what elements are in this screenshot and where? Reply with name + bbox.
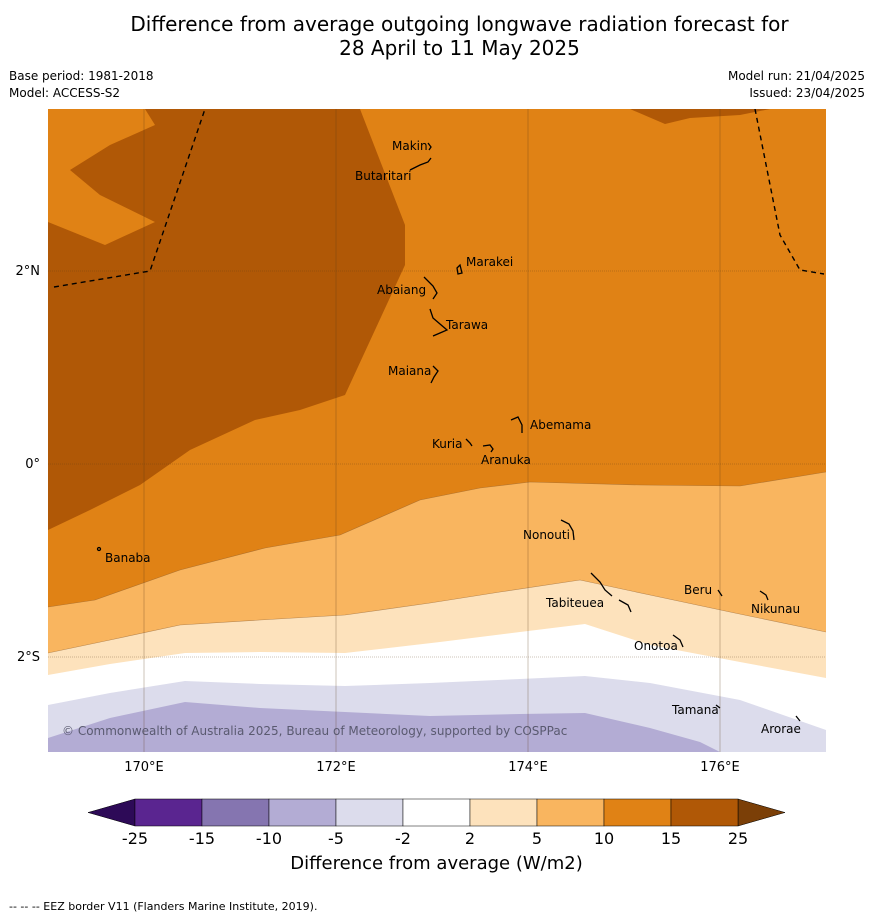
island-label-maiana: Maiana — [388, 364, 432, 378]
colorbar-segment — [134, 798, 203, 827]
contour-neg5-neg10 — [48, 702, 720, 752]
forecast-field — [48, 109, 826, 752]
colorbar-segment — [469, 798, 538, 827]
colorbar-segment — [201, 798, 270, 827]
meta-left: Base period: 1981-2018 Model: ACCESS-S2 — [9, 68, 154, 102]
model-run-text: Model run: 21/04/2025 — [727, 69, 865, 83]
base-period-text: Base period: 1981-2018 — [9, 69, 154, 83]
island-label-nonouti: Nonouti — [523, 528, 570, 542]
colorbar-segment — [268, 798, 337, 827]
island-label-kuria: Kuria — [432, 437, 463, 451]
island-label-abaiang: Abaiang — [377, 283, 427, 297]
colorbar-tick-label: -2 — [395, 829, 411, 848]
island-label-tamana: Tamana — [672, 703, 719, 717]
eez-footnote: -- -- -- EEZ border V11 (Flanders Marine… — [9, 900, 318, 913]
colorbar-tick-label: -5 — [328, 829, 344, 848]
title-line-2: 28 April to 11 May 2025 — [339, 36, 580, 60]
island-label-abemama: Abemama — [530, 418, 592, 432]
lon-label-176e: 176°E — [700, 760, 740, 775]
island-label-tabiteuea: Tabiteuea — [546, 596, 605, 610]
lon-label-174e: 174°E — [508, 760, 548, 775]
colorbar-tick-label: -25 — [121, 829, 149, 848]
colorbar-tick-label: 2 — [464, 829, 476, 848]
island-label-banaba: Banaba — [105, 551, 151, 565]
colorbar-tick-label: -15 — [188, 829, 216, 848]
colorbar-tick-label: -10 — [255, 829, 283, 848]
colorbar — [87, 798, 786, 827]
island-label-beru: Beru — [684, 583, 713, 597]
island-outlines — [96, 142, 801, 722]
island-label-butaritari: Butaritari — [355, 169, 412, 183]
eez-border — [53, 109, 825, 288]
colorbar-segment — [603, 798, 672, 827]
colorbar-tick-label: 10 — [593, 829, 615, 848]
model-text: Model: ACCESS-S2 — [9, 86, 121, 100]
colorbar-segment — [670, 798, 739, 827]
gridlines — [48, 109, 826, 752]
copyright-notice: © Commonwealth of Australia 2025, Bureau… — [62, 724, 568, 738]
island-label-nikunau: Nikunau — [751, 602, 801, 616]
colorbar-segment — [335, 798, 404, 827]
lon-label-170e: 170°E — [124, 760, 164, 775]
lat-label-2n: 2°N — [15, 264, 41, 279]
lon-label-172e: 172°E — [316, 760, 356, 775]
contour-15-25-ne — [630, 109, 770, 124]
colorbar-tick-label: 15 — [660, 829, 682, 848]
island-label-onotoa: Onotoa — [634, 639, 678, 653]
colorbar-segment — [536, 798, 605, 827]
island-label-makin: Makin — [392, 139, 428, 153]
meta-right: Model run: 21/04/2025 Issued: 23/04/2025 — [728, 68, 865, 102]
map-title: Difference from average outgoing longwav… — [0, 12, 873, 60]
title-line-1: Difference from average outgoing longwav… — [130, 12, 789, 36]
colorbar-segment — [402, 798, 471, 827]
contour-15-25-nw-pocket — [48, 109, 155, 245]
colorbar-tick-label: 25 — [727, 829, 749, 848]
issued-text: Issued: 23/04/2025 — [749, 86, 865, 100]
lat-label-2s: 2°S — [16, 650, 40, 665]
island-label-tarawa: Tarawa — [446, 318, 489, 332]
colorbar-under-arrow — [87, 798, 136, 827]
island-label-arorae: Arorae — [761, 722, 801, 736]
island-label-aranuka: Aranuka — [481, 453, 531, 467]
colorbar-tick-label: 5 — [531, 829, 543, 848]
island-label-marakei: Marakei — [466, 255, 514, 269]
lat-label-0: 0° — [25, 457, 40, 472]
colorbar-over-arrow — [737, 798, 786, 827]
colorbar-title: Difference from average (W/m2) — [290, 853, 583, 874]
